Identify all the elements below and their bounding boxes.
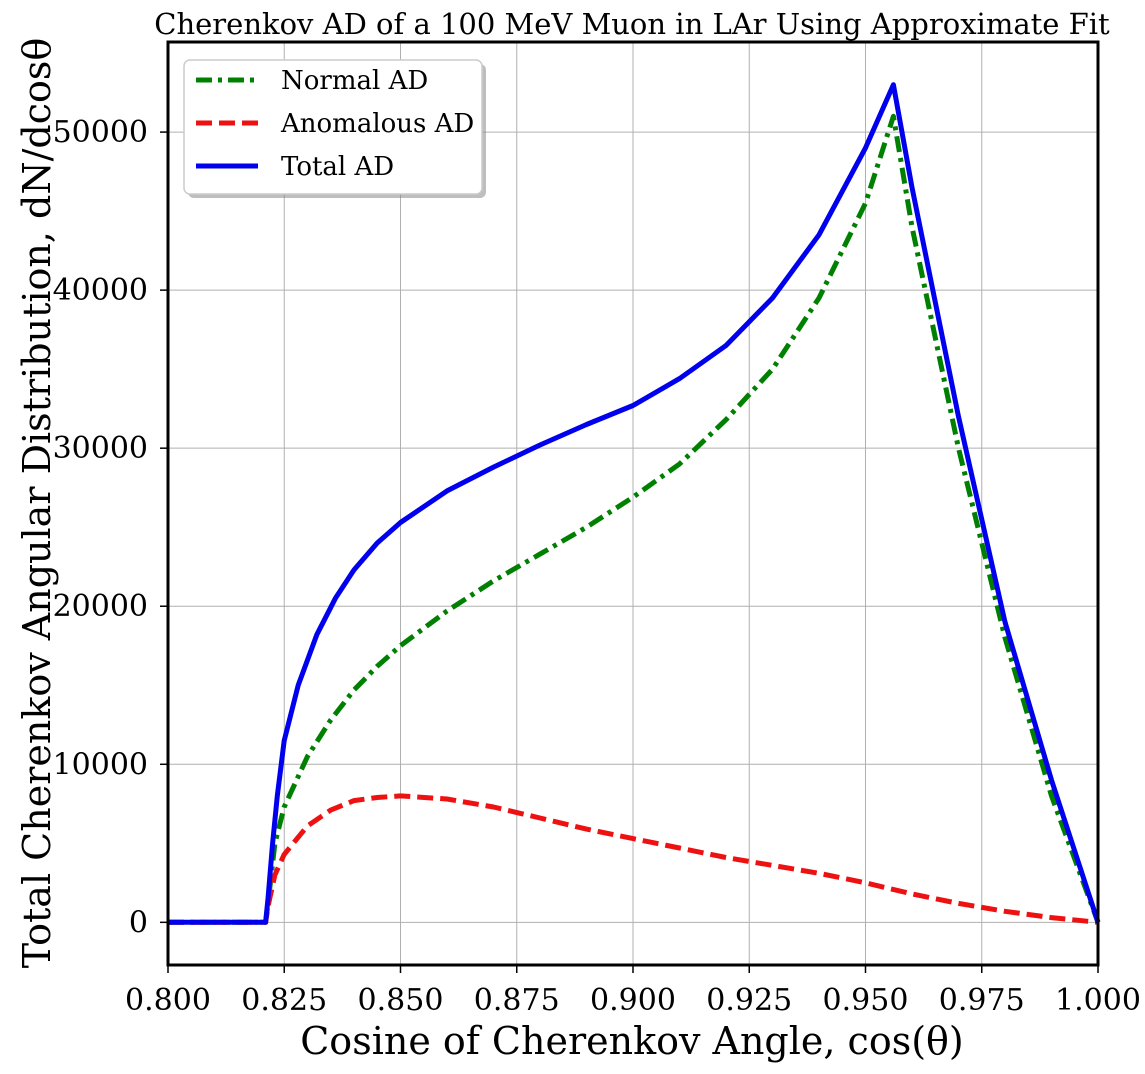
y-tick-label: 40000 xyxy=(53,273,148,308)
x-tick-label: 0.950 xyxy=(823,983,909,1018)
legend-label: Anomalous AD xyxy=(280,109,474,139)
x-tick-label: 0.900 xyxy=(590,983,676,1018)
x-tick-label: 0.850 xyxy=(358,983,444,1018)
x-tick-label: 0.875 xyxy=(474,983,560,1018)
x-tick-label: 0.975 xyxy=(939,983,1025,1018)
series-line-normal-ad xyxy=(168,113,1101,925)
x-tick-label: 0.925 xyxy=(706,983,792,1018)
x-axis-label: Cosine of Cherenkov Angle, cos(θ) xyxy=(300,1019,964,1063)
series-lines xyxy=(168,82,1101,925)
x-tick-label: 1.000 xyxy=(1055,983,1141,1018)
y-tick-label: 20000 xyxy=(53,589,148,624)
y-tick-label: 50000 xyxy=(53,115,148,150)
y-tick-label: 30000 xyxy=(53,431,148,466)
series-line-total-ad xyxy=(168,82,1101,925)
x-tick-label: 0.825 xyxy=(241,983,327,1018)
y-tick-label: 0 xyxy=(129,905,148,940)
legend-box xyxy=(183,59,483,195)
legend-label: Normal AD xyxy=(281,66,428,96)
y-axis-label: Total Cherenkov Angular Distribution, dN… xyxy=(15,38,59,969)
chart-title: Cherenkov AD of a 100 MeV Muon in LAr Us… xyxy=(154,7,1110,41)
axis-ticks: 0.800 0.825 0.850 0.875 0.900 0.925 0.950 0.975… xyxy=(53,115,1141,1018)
y-tick-label: 10000 xyxy=(53,747,148,782)
x-tick-label: 0.800 xyxy=(125,983,211,1018)
legend-label: Total AD xyxy=(281,152,394,182)
legend: Normal AD Anomalous AD Total AD xyxy=(183,59,486,198)
series-line-anomalous-ad xyxy=(168,793,1099,925)
